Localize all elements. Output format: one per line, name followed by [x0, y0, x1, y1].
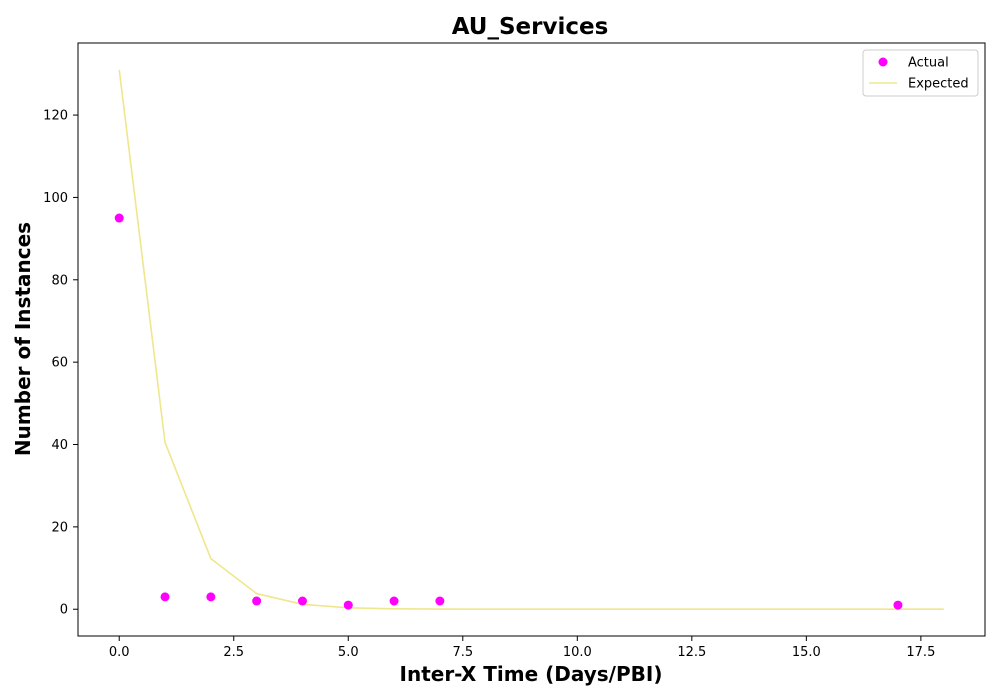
- data-point-actual: [114, 213, 124, 223]
- data-point-actual: [206, 592, 216, 602]
- y-tick-label: 120: [43, 109, 68, 124]
- data-point-actual: [252, 596, 262, 606]
- legend-label-expected: Expected: [908, 77, 969, 92]
- legend-marker-actual: [878, 57, 888, 67]
- legend: Actual Expected: [862, 49, 979, 97]
- x-tick-label: 15.0: [792, 645, 821, 660]
- y-tick-label: 40: [51, 438, 68, 453]
- data-point-actual: [343, 600, 353, 610]
- y-tick-label: 100: [43, 191, 68, 206]
- x-axis: 0.0 2.5 5.0 7.5 10.0 12.5 15.0 17.5: [109, 636, 935, 660]
- chart-title: AU_Services: [452, 14, 609, 40]
- data-point-actual: [893, 600, 903, 610]
- y-axis-title: Number of Instances: [11, 222, 35, 456]
- plot-area: [114, 69, 944, 611]
- y-tick-label: 20: [51, 520, 68, 535]
- x-tick-label: 0.0: [109, 645, 130, 660]
- legend-label-actual: Actual: [908, 56, 949, 71]
- legend-box: [862, 49, 979, 97]
- y-tick-label: 60: [51, 356, 68, 371]
- y-tick-label: 0: [60, 603, 68, 618]
- data-point-actual: [297, 596, 307, 606]
- y-tick-label: 80: [51, 273, 68, 288]
- x-tick-label: 10.0: [563, 645, 592, 660]
- x-tick-label: 12.5: [677, 645, 706, 660]
- y-axis: 0 20 40 60 80 100 120: [43, 109, 78, 618]
- plot-frame: [77, 42, 986, 637]
- x-tick-label: 5.0: [338, 645, 359, 660]
- data-point-actual: [435, 596, 445, 606]
- x-axis-title: Inter-X Time (Days/PBI): [400, 662, 663, 686]
- x-tick-label: 2.5: [223, 645, 244, 660]
- data-point-actual: [389, 596, 399, 606]
- x-tick-label: 7.5: [452, 645, 473, 660]
- x-tick-label: 17.5: [906, 645, 935, 660]
- data-point-actual: [160, 592, 170, 602]
- series-line-expected: [118, 69, 944, 611]
